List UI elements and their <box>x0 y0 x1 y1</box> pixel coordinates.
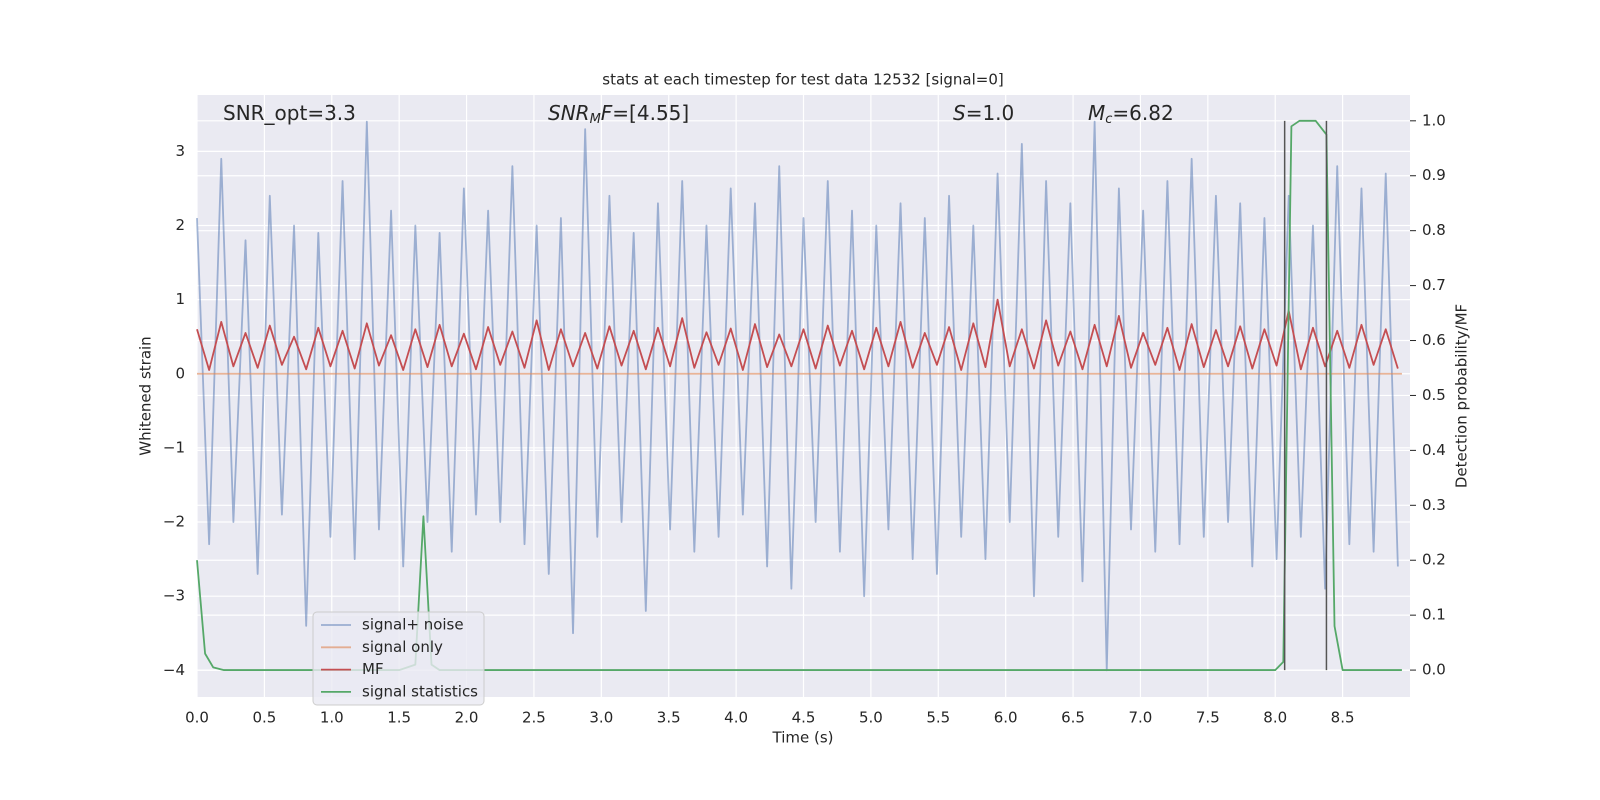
x-tick-label: 2.5 <box>522 709 546 727</box>
x-tick-label: 4.0 <box>724 709 748 727</box>
y-tick-label: −2 <box>163 513 185 531</box>
x-axis-label: Time (s) <box>772 729 834 747</box>
annotation-part: M <box>1088 101 1105 125</box>
annotation: SNR_opt=3.3 <box>223 101 356 125</box>
x-tick-label: 6.5 <box>1061 709 1085 727</box>
y-tick-label: 1 <box>175 290 185 308</box>
annotation: S=1.0 <box>953 101 1014 125</box>
x-tick-label: 1.0 <box>320 709 344 727</box>
y2-tick-label: 0.4 <box>1422 441 1446 459</box>
x-tick-label: 0.0 <box>185 709 209 727</box>
y2-tick-label: 0.0 <box>1422 661 1446 679</box>
series-line <box>196 298 1399 371</box>
annotation-part: SNR <box>548 101 590 125</box>
x-tick-label: 7.5 <box>1196 709 1220 727</box>
y2-tick-label: 0.5 <box>1422 386 1446 404</box>
y2-tick-label: 0.8 <box>1422 221 1446 239</box>
annotation-part: c <box>1105 112 1112 127</box>
y2-tick-label: 0.6 <box>1422 331 1446 349</box>
legend-label: MF <box>362 660 384 678</box>
x-tick-label: 0.5 <box>252 709 276 727</box>
y-tick-label: 3 <box>175 142 185 160</box>
legend-label: signal only <box>362 638 443 656</box>
annotation-part: =[4.55] <box>612 101 689 125</box>
x-tick-label: 3.0 <box>589 709 613 727</box>
y-tick-label: −4 <box>163 661 185 679</box>
annotation-part: M <box>590 112 601 127</box>
annotation-part: SNR_opt=3.3 <box>223 101 356 125</box>
y2-tick-label: 0.3 <box>1422 496 1446 514</box>
annotation-part: =6.82 <box>1112 101 1173 125</box>
y-axis-label: Whitened strain <box>137 336 155 455</box>
x-tick-label: 2.0 <box>455 709 479 727</box>
x-tick-label: 8.5 <box>1331 709 1355 727</box>
x-tick-label: 4.5 <box>792 709 816 727</box>
x-tick-label: 6.0 <box>994 709 1018 727</box>
x-tick-label: 5.0 <box>859 709 883 727</box>
annotation-part: S <box>953 101 966 125</box>
legend-label: signal+ noise <box>362 616 464 634</box>
annotation-part: F <box>601 101 613 125</box>
y2-tick-label: 0.1 <box>1422 606 1446 624</box>
x-tick-label: 7.0 <box>1129 709 1153 727</box>
y-tick-label: −3 <box>163 587 185 605</box>
annotation: SNRMF=[4.55] <box>548 101 689 127</box>
legend-label: signal statistics <box>362 682 478 700</box>
y2-tick-label: 0.7 <box>1422 276 1446 294</box>
legend-box <box>312 611 485 706</box>
x-tick-label: 3.5 <box>657 709 681 727</box>
y-tick-label: −1 <box>163 438 185 456</box>
y2-axis-label: Detection probability/MF <box>1453 304 1471 488</box>
series-line <box>196 119 1402 671</box>
x-tick-label: 8.0 <box>1263 709 1287 727</box>
x-tick-label: 1.5 <box>387 709 411 727</box>
y-tick-label: 0 <box>175 364 185 382</box>
annotation: Mc=6.82 <box>1088 101 1174 127</box>
y2-tick-label: 1.0 <box>1422 111 1446 129</box>
annotation-part: =1.0 <box>966 101 1015 125</box>
y2-tick-label: 0.9 <box>1422 166 1446 184</box>
chart-title: stats at each timestep for test data 125… <box>602 71 1003 89</box>
y-tick-label: 2 <box>175 216 185 234</box>
x-tick-label: 5.5 <box>926 709 950 727</box>
y2-tick-label: 0.2 <box>1422 551 1446 569</box>
